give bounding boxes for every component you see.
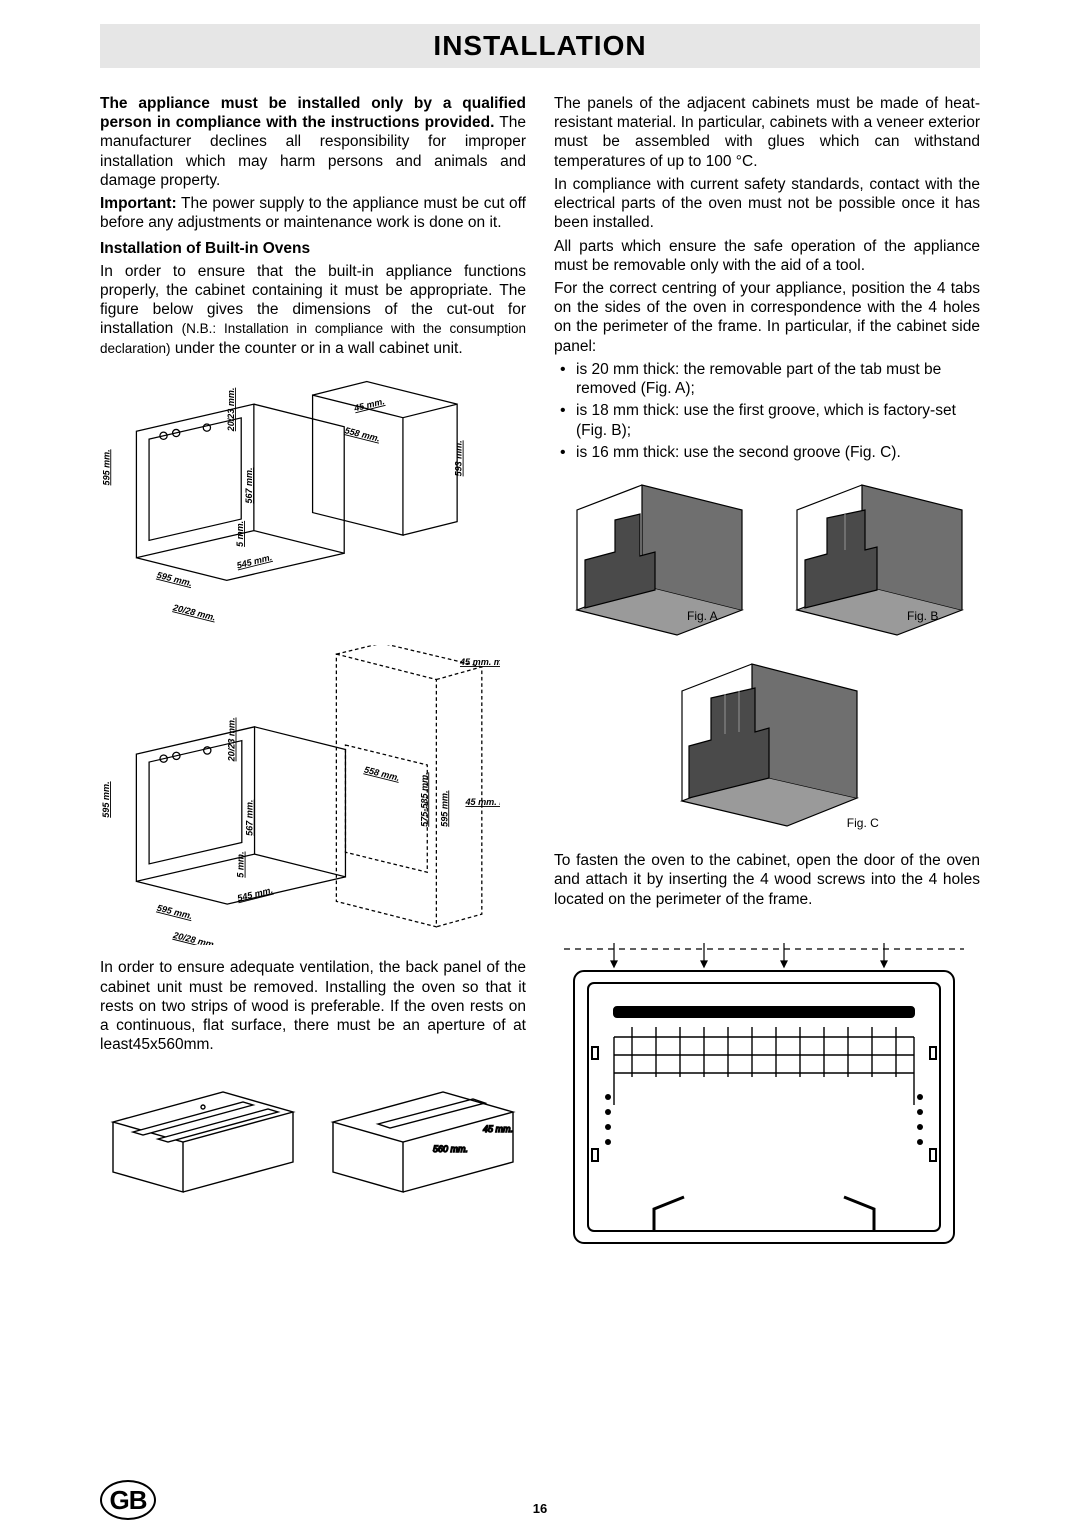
svg-text:567 mm.: 567 mm. (245, 800, 255, 836)
svg-text:45 mm. min.: 45 mm. min. (464, 797, 500, 807)
svg-text:545 mm.: 545 mm. (236, 552, 273, 570)
svg-text:545 mm.: 545 mm. (236, 885, 274, 903)
fig-b-svg: Fig. B (777, 470, 977, 640)
fig-c-label: Fig. C (847, 816, 879, 831)
fasten-paragraph: To fasten the oven to the cabinet, open … (554, 851, 980, 909)
base-strips-svg (103, 1062, 303, 1202)
important-label: Important: (100, 195, 177, 212)
left-column: The appliance must be installed only by … (100, 94, 526, 1262)
thickness-list: is 20 mm thick: the removable part of th… (554, 360, 980, 462)
svg-text:593 mm.: 593 mm. (454, 440, 464, 476)
svg-text:45 mm. min.: 45 mm. min. (459, 657, 500, 667)
svg-text:595 mm.: 595 mm. (156, 903, 194, 921)
right-p2: In compliance with current safety standa… (554, 175, 980, 233)
fig-c-svg (657, 646, 877, 836)
undercounter-svg: 595 mm. 20/23 mm. 567 mm. 5 mm. 45 mm. 5… (100, 368, 480, 630)
svg-text:45 mm.: 45 mm. (483, 1124, 513, 1134)
builtin-text-b: under the counter or in a wall cabinet u… (171, 340, 463, 357)
bullet-18mm: is 18 mm thick: use the first groove, wh… (554, 401, 980, 439)
svg-text:45 mm.: 45 mm. (352, 396, 386, 413)
right-p1: The panels of the adjacent cabinets must… (554, 94, 980, 171)
svg-text:20/28 mm.: 20/28 mm. (171, 930, 217, 945)
oven-interior-diagram (554, 937, 980, 1262)
fig-ab-row: Fig. A Fig. B (554, 470, 980, 640)
language-badge: GB (100, 1480, 156, 1520)
right-column: The panels of the adjacent cabinets must… (554, 94, 980, 1262)
content-columns: The appliance must be installed only by … (100, 94, 980, 1262)
subheading-builtin: Installation of Built-in Ovens (100, 239, 526, 258)
diagram-wallcabinet: 595 mm. 20/23 mm. 567 mm. 5 mm. 558 mm. … (100, 645, 526, 950)
oven-interior-svg (554, 937, 974, 1257)
fig-a: Fig. A (554, 470, 760, 640)
svg-text:5 mm.: 5 mm. (235, 521, 245, 547)
svg-text:595 mm.: 595 mm. (439, 791, 449, 827)
wallcabinet-svg: 595 mm. 20/23 mm. 567 mm. 5 mm. 558 mm. … (100, 645, 500, 945)
intro-bold: The appliance must be installed only by … (100, 95, 526, 131)
svg-text:560 mm.: 560 mm. (433, 1144, 468, 1154)
right-p3: All parts which ensure the safe operatio… (554, 237, 980, 275)
important-paragraph: Important: The power supply to the appli… (100, 194, 526, 232)
svg-text:558 mm.: 558 mm. (363, 765, 401, 783)
svg-text:Fig. A: Fig. A (687, 609, 718, 623)
fig-a-svg: Fig. A (557, 470, 757, 640)
right-p4: For the correct centring of your applian… (554, 279, 980, 356)
svg-text:595 mm.: 595 mm. (156, 570, 193, 588)
bullet-16mm: is 16 mm thick: use the second groove (F… (554, 443, 980, 462)
svg-text:20/23 mm.: 20/23 mm. (227, 718, 237, 763)
fig-b: Fig. B (774, 470, 980, 640)
ventilation-paragraph: In order to ensure adequate ventilation,… (100, 958, 526, 1054)
intro-paragraph: The appliance must be installed only by … (100, 94, 526, 190)
svg-text:20/28 mm.: 20/28 mm. (171, 602, 217, 622)
svg-text:595 mm.: 595 mm. (101, 449, 111, 485)
svg-text:595 mm.: 595 mm. (101, 781, 111, 817)
diagram-undercounter: 595 mm. 20/23 mm. 567 mm. 5 mm. 45 mm. 5… (100, 368, 526, 635)
base-aperture-svg: 560 mm. 45 mm. (323, 1062, 523, 1202)
page-title: INSTALLATION (100, 24, 980, 68)
builtin-paragraph: In order to ensure that the built-in app… (100, 262, 526, 358)
svg-text:20/23 mm.: 20/23 mm. (226, 387, 236, 432)
svg-text:Fig. B: Fig. B (907, 609, 938, 623)
svg-text:5 mm.: 5 mm. (236, 852, 246, 878)
svg-text:558 mm.: 558 mm. (344, 425, 381, 443)
fig-c: Fig. C (639, 646, 895, 841)
svg-text:567 mm.: 567 mm. (244, 467, 254, 503)
base-diagrams: 560 mm. 45 mm. (100, 1062, 526, 1202)
svg-text:575-585 mm.: 575-585 mm. (419, 772, 429, 827)
bullet-20mm: is 20 mm thick: the removable part of th… (554, 360, 980, 398)
page-number: 16 (533, 1501, 547, 1516)
